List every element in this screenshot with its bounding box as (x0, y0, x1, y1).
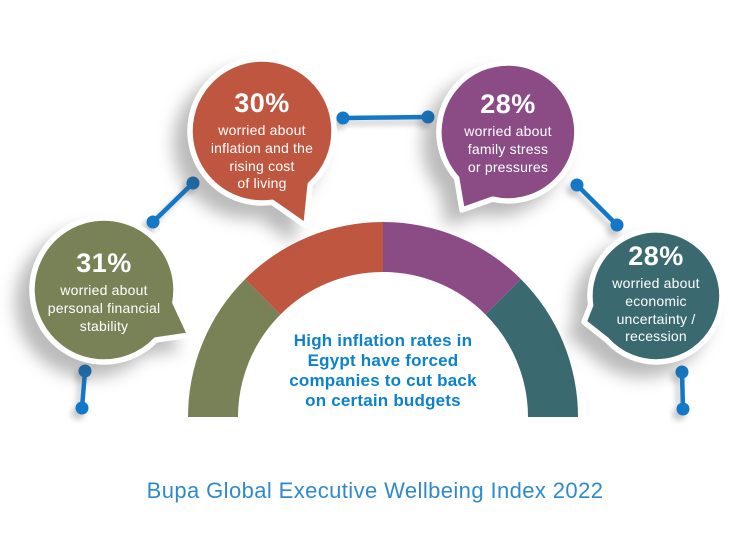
connector-dot (75, 401, 89, 415)
arc-segment-family-stress (383, 222, 521, 315)
bubble-shape-economic-uncertainty (581, 227, 725, 365)
bubble-shape-personal-financial-stability (29, 215, 193, 365)
connector-line (574, 182, 620, 228)
bubble-shape-inflation-cost-of-living (187, 56, 337, 229)
connector-dot (570, 178, 584, 192)
connector-dot (675, 365, 689, 379)
arc-segment-inflation-cost-of-living (245, 222, 383, 315)
connector-dot (676, 402, 690, 416)
bubble-shape-family-stress (436, 60, 580, 213)
arc-segment-personal-financial-stability (187, 279, 281, 417)
connector-line (340, 114, 431, 121)
source-caption: Bupa Global Executive Wellbeing Index 20… (146, 478, 604, 503)
connector-dot (336, 111, 350, 125)
chart-center-annotation: High inflation rates in Egypt have force… (289, 331, 477, 410)
connector-dot (610, 218, 624, 232)
connector-dot (78, 364, 92, 378)
connector-dot (421, 110, 435, 124)
connector-dot (186, 176, 200, 190)
connector-dot (146, 215, 160, 229)
connector-line (150, 180, 196, 225)
arc-segment-economic-uncertainty (485, 279, 578, 417)
